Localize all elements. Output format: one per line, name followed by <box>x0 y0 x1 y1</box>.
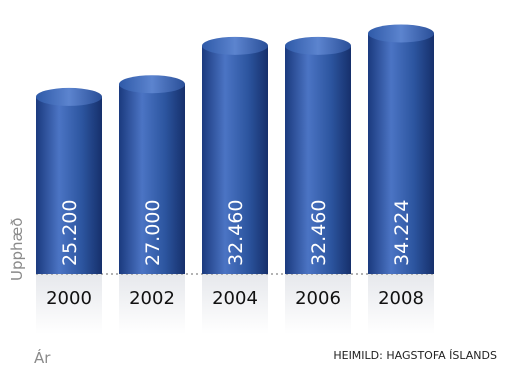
bars: 25.200 27.000 32.460 32.460 34.224 <box>36 24 434 275</box>
category-label: 2004 <box>212 288 258 309</box>
bar-2006 <box>285 36 351 274</box>
x-axis-label: Ár <box>34 348 51 367</box>
value-label: 34.224 <box>391 200 413 266</box>
bar-reflection <box>202 274 268 334</box>
category-label: 2008 <box>378 288 424 309</box>
source-note: HEIMILD: HAGSTOFA ÍSLANDS <box>333 349 497 362</box>
bar-top <box>36 87 102 106</box>
bar-top <box>368 24 434 43</box>
bar-body <box>202 45 268 274</box>
bar-top <box>202 36 268 55</box>
bar-reflections <box>36 274 434 334</box>
category-label: 2002 <box>129 288 175 309</box>
bar-body <box>36 96 102 274</box>
category-labels: 2000 2002 2004 2006 2008 <box>46 288 424 309</box>
y-axis-label: Upphæð <box>8 218 26 281</box>
value-label: 27.000 <box>142 200 164 266</box>
bar-body <box>285 45 351 274</box>
bar-2000 <box>36 87 102 274</box>
value-label: 32.460 <box>308 200 330 266</box>
bar-top <box>285 36 351 55</box>
bar-2008 <box>368 24 434 275</box>
bar-reflection <box>119 274 185 334</box>
bar-reflection <box>368 274 434 334</box>
bar-reflection <box>285 274 351 334</box>
bar-body <box>368 33 434 275</box>
bar-top <box>119 75 185 94</box>
bar-body <box>119 84 185 274</box>
bar-reflection <box>36 274 102 334</box>
bar-2002 <box>119 75 185 274</box>
bar-2004 <box>202 36 268 274</box>
value-label: 25.200 <box>59 200 81 266</box>
value-label: 32.460 <box>225 200 247 266</box>
category-label: 2006 <box>295 288 341 309</box>
category-label: 2000 <box>46 288 92 309</box>
